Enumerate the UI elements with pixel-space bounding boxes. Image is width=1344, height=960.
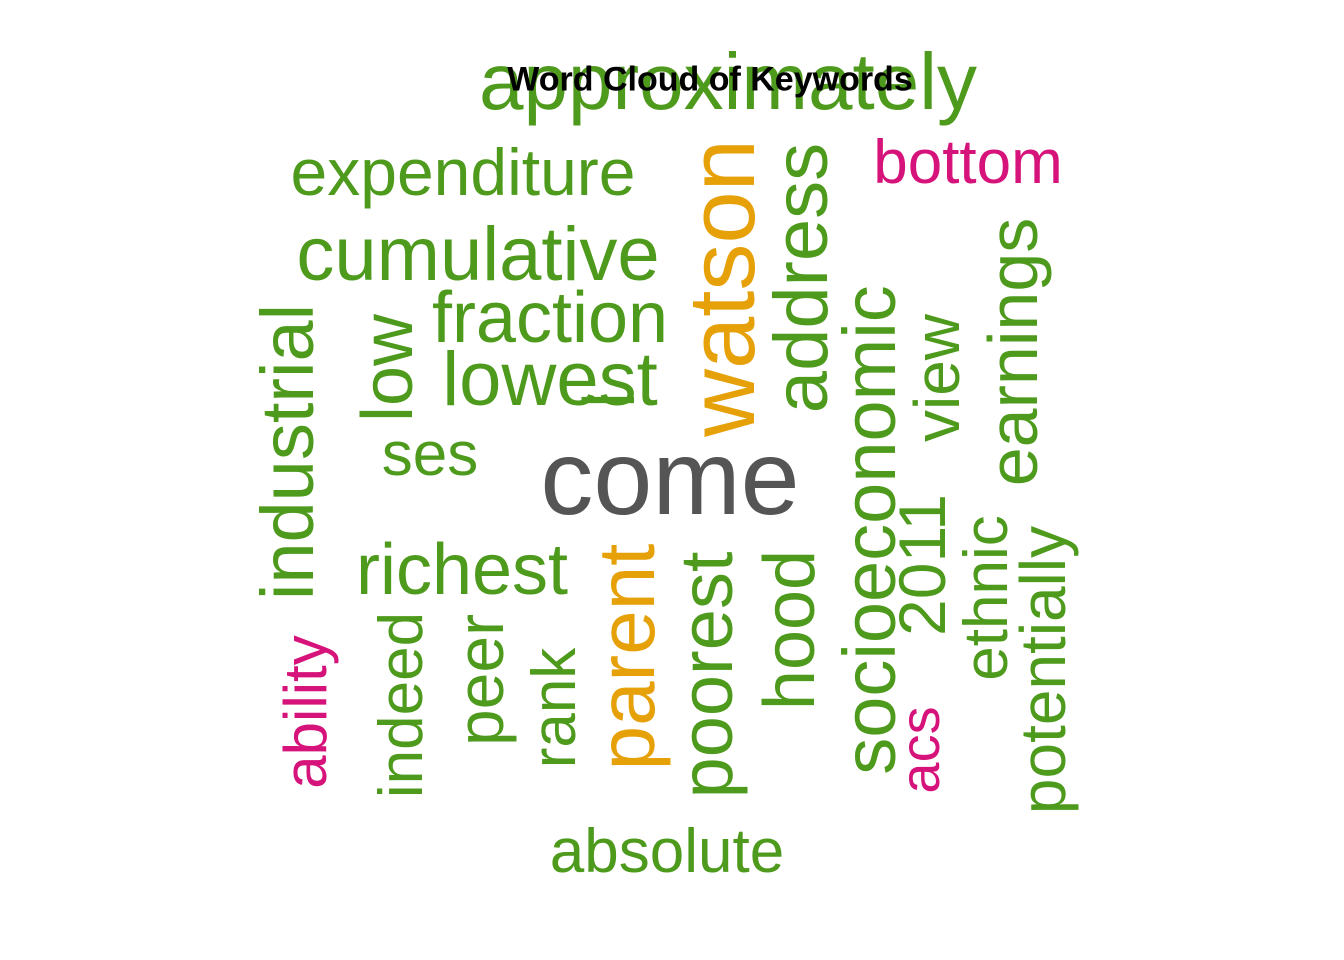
word-view: view [901,313,973,443]
word-earnings: earnings [974,217,1052,487]
word-lowest: lowest [442,337,658,422]
word-ses: ses [381,420,479,489]
word-acs: acs [888,706,951,794]
word-potentially: potentially [1007,525,1079,815]
word-rank: rank [520,647,589,769]
word-hood: hood [750,549,830,711]
word-cumulative: cumulative [296,212,660,297]
word-2011: 2011 [885,494,959,636]
word-indeed: indeed [367,611,436,799]
word-richest: richest [355,530,569,610]
word-industrial: industrial [246,303,329,601]
word-poorest: poorest [665,551,748,799]
word-l: l [570,392,650,408]
word-expenditure: expenditure [290,135,636,209]
word-watson: watson [669,139,774,437]
word-low: low [348,313,428,423]
word-approximately: approximately [478,37,978,126]
chart-title: Word Cloud of Keywords [507,60,913,99]
word-fraction: fraction [431,278,669,358]
word-parent: parent [582,543,671,771]
word-come: come [540,419,800,537]
word-peer: peer [443,613,517,747]
word-bottom: bottom [873,128,1063,197]
word-ability: ability [272,635,339,789]
word-absolute: absolute [549,817,785,886]
